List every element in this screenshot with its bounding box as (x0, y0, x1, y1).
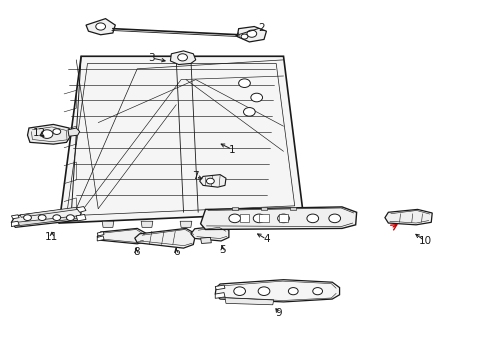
Polygon shape (11, 221, 19, 226)
Circle shape (233, 287, 245, 296)
Polygon shape (215, 280, 339, 302)
Polygon shape (27, 125, 70, 144)
Polygon shape (215, 285, 224, 290)
Circle shape (243, 108, 255, 116)
Polygon shape (141, 221, 153, 227)
Polygon shape (11, 215, 19, 219)
Text: 7: 7 (192, 171, 199, 181)
Polygon shape (97, 236, 104, 241)
Polygon shape (384, 210, 431, 225)
Circle shape (23, 215, 31, 221)
Text: 5: 5 (219, 245, 225, 255)
Circle shape (250, 93, 262, 102)
Polygon shape (180, 221, 191, 227)
Circle shape (238, 79, 250, 87)
Text: 10: 10 (418, 236, 430, 246)
Polygon shape (215, 293, 224, 298)
Text: 9: 9 (275, 308, 282, 318)
Circle shape (38, 215, 46, 221)
Polygon shape (170, 51, 195, 64)
Circle shape (206, 178, 214, 184)
Polygon shape (219, 221, 230, 227)
Circle shape (53, 129, 61, 134)
Polygon shape (68, 128, 80, 136)
Circle shape (246, 30, 256, 37)
Polygon shape (97, 231, 104, 236)
Polygon shape (231, 207, 237, 211)
Text: 3: 3 (148, 53, 155, 63)
Polygon shape (16, 216, 79, 226)
Polygon shape (76, 215, 86, 221)
Circle shape (306, 214, 318, 223)
Text: 4: 4 (263, 234, 269, 244)
Circle shape (66, 215, 74, 221)
Polygon shape (278, 215, 288, 222)
Polygon shape (239, 215, 249, 222)
Polygon shape (237, 27, 266, 42)
Polygon shape (259, 215, 268, 222)
Circle shape (312, 288, 322, 295)
Polygon shape (20, 207, 78, 217)
Polygon shape (97, 228, 147, 244)
Polygon shape (11, 208, 81, 227)
Circle shape (41, 130, 53, 138)
Polygon shape (258, 221, 269, 227)
Circle shape (96, 23, 105, 30)
Polygon shape (224, 298, 273, 305)
Text: 8: 8 (133, 247, 139, 257)
Polygon shape (135, 228, 195, 248)
Polygon shape (199, 175, 225, 187)
Circle shape (241, 34, 247, 39)
Text: 6: 6 (173, 247, 179, 257)
Circle shape (253, 214, 264, 223)
Circle shape (177, 54, 187, 61)
Circle shape (258, 287, 269, 296)
Circle shape (53, 215, 61, 221)
Circle shape (277, 214, 289, 223)
Text: 1: 1 (228, 144, 235, 154)
Text: 2: 2 (258, 23, 264, 33)
Circle shape (328, 214, 340, 223)
Polygon shape (76, 207, 86, 212)
Polygon shape (190, 226, 228, 241)
Polygon shape (290, 207, 296, 211)
Text: 11: 11 (45, 232, 59, 242)
Circle shape (288, 288, 298, 295)
Text: 12: 12 (33, 129, 46, 138)
Polygon shape (59, 56, 303, 223)
Polygon shape (261, 207, 266, 211)
Polygon shape (200, 237, 211, 243)
Polygon shape (200, 207, 356, 229)
Circle shape (228, 214, 240, 223)
Polygon shape (102, 221, 114, 227)
Polygon shape (86, 19, 115, 35)
